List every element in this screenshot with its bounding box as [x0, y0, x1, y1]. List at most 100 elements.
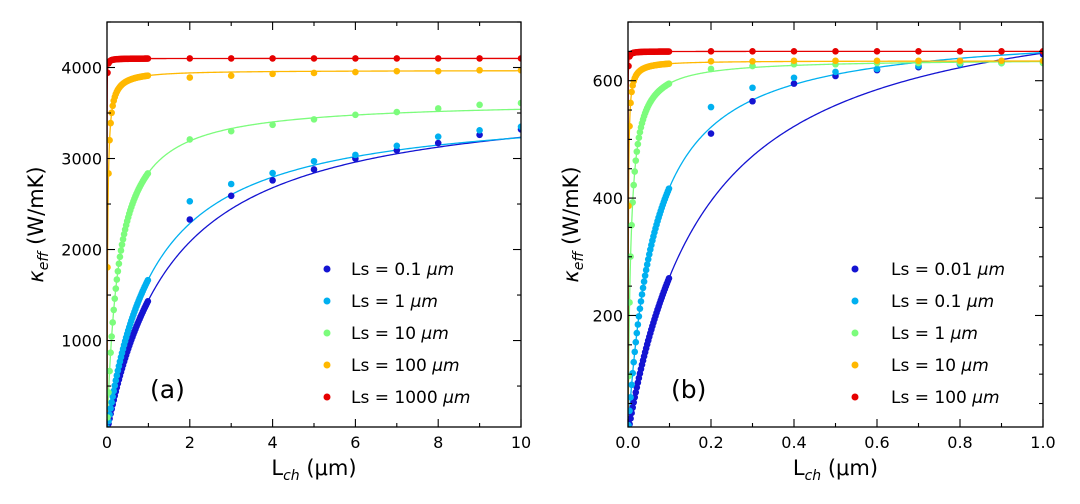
data-point	[956, 57, 964, 65]
x-axis-label-main: L	[793, 456, 805, 480]
legend-label-5: Ls = 1000 μm	[351, 388, 470, 408]
data-point	[1039, 57, 1043, 65]
data-point	[749, 62, 756, 70]
data-point	[434, 55, 442, 62]
y-tick-label: 2000	[61, 241, 102, 260]
axis-ticks	[106, 21, 522, 427]
data-point	[115, 260, 123, 268]
data-point	[352, 151, 359, 159]
y-tick-label: 4000	[61, 59, 102, 78]
data-point	[144, 276, 152, 284]
legend-marker-3	[851, 329, 859, 337]
legend-label-unit: μm	[977, 260, 1005, 280]
data-point	[476, 55, 483, 62]
x-tick-label: 8	[433, 433, 443, 452]
series-5-points	[107, 55, 521, 77]
data-point	[832, 57, 839, 65]
legend-label-unit: μm	[410, 292, 438, 312]
y-tick-label: 1000	[61, 332, 102, 351]
legend-label-text: Ls = 100	[351, 356, 432, 376]
data-point	[227, 127, 235, 135]
data-point	[109, 319, 116, 326]
series-2-points	[628, 58, 1043, 427]
data-point	[634, 321, 642, 328]
data-point	[643, 261, 651, 268]
data-point	[632, 338, 640, 346]
y-tick-label: 400	[592, 189, 623, 208]
data-point	[628, 99, 634, 107]
data-point	[628, 421, 632, 427]
y-axis-label-main: κ	[24, 270, 48, 283]
data-point	[915, 57, 922, 65]
legend-label-text: Ls = 0.1	[351, 260, 427, 280]
y-tick-label: 200	[592, 306, 623, 325]
data-point	[352, 55, 359, 62]
legend-marker-5	[851, 393, 859, 401]
data-point	[310, 69, 318, 77]
y-tick-label: 600	[592, 72, 623, 91]
data-point	[434, 105, 442, 112]
data-point	[517, 55, 521, 62]
panel-b: 0.0 0.2 0.4 0.6 0.8 1.0 200 400 600 Lch (μm) κeff …	[559, 21, 1056, 484]
legend-label-4: Ls = 100 μm	[351, 356, 460, 376]
legend-label-text: Ls = 1	[891, 324, 951, 344]
legend-label-text: Ls = 0.01	[891, 260, 978, 280]
x-axis-label-sub: ch	[805, 468, 822, 484]
legend-label-1: Ls = 0.1 μm	[351, 260, 454, 280]
data-point	[107, 414, 111, 421]
data-point	[114, 267, 122, 275]
data-point	[393, 142, 401, 150]
data-point	[269, 55, 276, 62]
data-point	[665, 275, 673, 282]
legend-label-unit: μm	[966, 292, 994, 312]
data-point	[665, 60, 673, 68]
data-point	[111, 295, 119, 302]
data-point	[628, 394, 634, 401]
data-point	[112, 377, 120, 384]
legend-label-unit: μm	[442, 388, 470, 408]
legend-label-text: Ls = 10	[891, 356, 961, 376]
data-point	[665, 48, 673, 55]
data-point	[636, 305, 644, 312]
data-point	[107, 136, 113, 144]
data-point	[637, 298, 645, 305]
data-point	[476, 131, 483, 139]
x-axis-label-main: L	[271, 456, 283, 480]
y-axis-label-sub: eff	[571, 250, 587, 271]
series-2-points	[107, 123, 521, 427]
legend-label-text: Ls = 10	[351, 324, 421, 344]
data-point	[707, 58, 715, 65]
data-point	[310, 116, 318, 123]
data-point	[186, 55, 194, 62]
data-point	[186, 216, 194, 223]
data-point	[790, 48, 798, 55]
data-point	[108, 109, 115, 117]
data-point	[434, 133, 442, 140]
data-point	[790, 80, 798, 87]
data-point	[269, 70, 276, 78]
data-point	[393, 67, 401, 75]
data-point	[628, 221, 635, 229]
data-point	[638, 291, 646, 298]
data-point	[107, 119, 114, 127]
legend-label-1: Ls = 0.01 μm	[891, 260, 1005, 280]
data-point	[628, 415, 634, 422]
data-point	[915, 48, 922, 55]
legend-marker-5	[323, 393, 331, 401]
data-point	[634, 140, 642, 148]
legend-label-4: Ls = 10 μm	[891, 356, 989, 376]
data-point	[112, 285, 120, 292]
legend-label-unit: μm	[420, 324, 448, 344]
panel-annotation: (a)	[150, 375, 185, 404]
data-point	[630, 358, 638, 366]
x-tick-label: 6	[350, 433, 360, 452]
series-3-points	[628, 59, 1043, 380]
legend-label-unit: μm	[971, 388, 999, 408]
data-point	[749, 58, 756, 65]
data-point	[118, 241, 126, 248]
data-point	[310, 166, 318, 173]
legend-marker-2	[323, 297, 331, 305]
data-point	[352, 111, 359, 119]
